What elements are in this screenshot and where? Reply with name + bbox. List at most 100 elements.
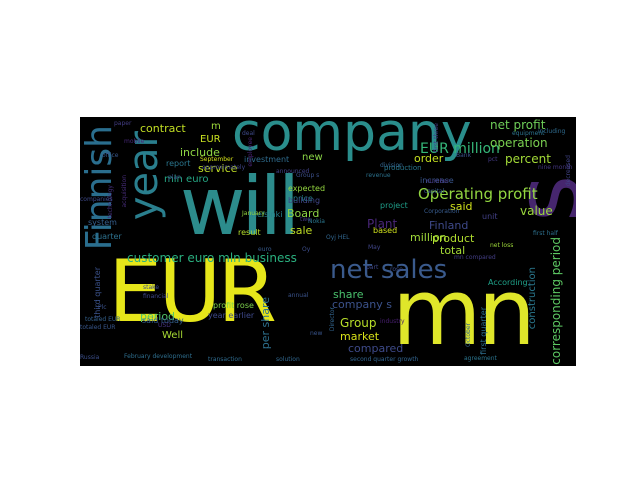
word: Bank	[456, 152, 472, 159]
word: year earlier	[208, 311, 255, 320]
word: investment	[244, 155, 290, 164]
word: part	[366, 264, 379, 271]
word: customer euro mln business	[127, 251, 297, 265]
word: transaction	[208, 356, 242, 363]
word: report	[166, 159, 191, 168]
word: EUR	[200, 134, 221, 145]
word: including	[538, 128, 566, 135]
word: September	[200, 156, 234, 163]
word: Nokia	[308, 218, 325, 225]
word: construction	[527, 267, 538, 330]
word: According	[488, 278, 528, 287]
word: mn compared	[454, 254, 496, 261]
word: price	[293, 194, 313, 203]
word: equipment	[512, 130, 545, 137]
word: company	[232, 117, 472, 163]
word: mln euro	[164, 174, 209, 185]
word: net loss	[490, 242, 514, 249]
word: production	[384, 164, 422, 172]
word: mobile	[124, 138, 145, 145]
word: sale	[290, 224, 313, 237]
word: will	[180, 160, 300, 253]
word: share	[333, 288, 364, 301]
word: percent	[505, 152, 551, 166]
word: capital	[424, 188, 445, 195]
word: new	[310, 330, 323, 337]
word: contract	[140, 122, 186, 135]
word: increase	[420, 176, 454, 185]
word: Board	[287, 207, 320, 220]
word: office	[102, 152, 119, 159]
word: announced	[276, 168, 310, 175]
word: deal	[242, 130, 255, 137]
word: Group	[340, 316, 377, 330]
word: Well	[162, 330, 184, 341]
word: Plant	[367, 217, 398, 231]
word: agreement	[464, 355, 497, 362]
word: acquisition	[121, 175, 128, 208]
word-cloud: company will EUR mn s Finnish year net s…	[80, 117, 576, 366]
word: first quarter	[479, 307, 488, 355]
word: net sales	[330, 255, 448, 285]
word: expected	[288, 184, 326, 193]
word: Corporation	[424, 208, 460, 215]
word: operation	[490, 136, 548, 150]
word: unit	[482, 212, 498, 221]
word: USD	[158, 322, 171, 329]
word: building	[288, 196, 321, 205]
word: Russia	[80, 354, 100, 361]
word: decreased	[565, 155, 572, 187]
word: total	[440, 244, 466, 257]
word: profit rose	[213, 301, 254, 310]
word: February development	[124, 353, 193, 360]
word: totaled EUR	[80, 324, 116, 331]
word: m	[211, 121, 221, 132]
word: first half	[533, 230, 558, 237]
word: October	[465, 323, 472, 348]
word: based	[373, 226, 398, 235]
word: companies	[80, 196, 113, 203]
word: approximately	[202, 164, 246, 171]
word: totaled EUR	[85, 316, 121, 323]
word: million	[410, 231, 447, 244]
word: compared	[348, 342, 404, 355]
word: said	[450, 200, 473, 213]
word: plan	[168, 174, 181, 181]
word: quarter	[92, 232, 122, 241]
word: May	[368, 244, 381, 251]
word: nine month	[538, 164, 573, 171]
word: revenue	[366, 172, 391, 179]
word: EUR million	[420, 141, 500, 157]
word: two	[300, 216, 311, 223]
word: per share	[259, 297, 272, 350]
word: system	[88, 218, 117, 227]
word: result	[238, 228, 261, 237]
word: Operating profit	[418, 185, 538, 203]
word: January	[242, 210, 265, 217]
word: mn	[392, 259, 536, 366]
word: Finland	[429, 219, 469, 232]
word: order	[414, 152, 444, 165]
word: period	[140, 310, 176, 323]
word: solution	[276, 356, 300, 363]
word: number	[426, 178, 450, 185]
word: net profit	[490, 118, 546, 132]
word: annual	[288, 292, 309, 299]
word: rose	[390, 266, 403, 273]
word: said today	[142, 316, 184, 325]
word: paper	[114, 120, 132, 127]
word: Oy	[302, 246, 311, 253]
word: Group s	[296, 172, 320, 179]
word: Oyj HEL	[326, 234, 350, 241]
word: corresponding period	[549, 237, 563, 365]
word: employee	[247, 137, 254, 167]
word: value	[520, 204, 553, 218]
word: new	[302, 152, 323, 163]
word: first three	[433, 123, 440, 153]
word: EUR	[108, 242, 277, 342]
word: Director	[329, 307, 336, 332]
word: service	[198, 162, 238, 175]
word: division	[380, 162, 403, 169]
word: second quarter growth	[350, 356, 419, 363]
word: Plc	[98, 304, 107, 311]
